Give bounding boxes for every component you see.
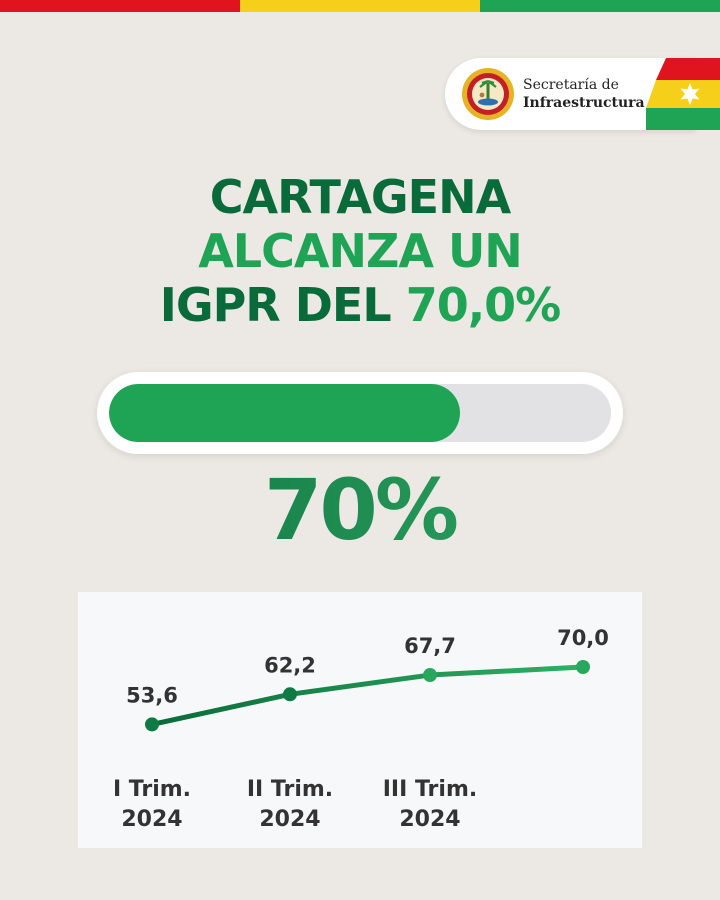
data-point <box>423 668 437 683</box>
data-label: 67,7 <box>404 634 456 658</box>
headline-line3-b: 70,0% <box>405 278 562 332</box>
data-point <box>283 687 297 702</box>
data-label: 53,6 <box>126 683 178 707</box>
cartagena-flag-icon <box>646 58 720 130</box>
x-tick-label: II Trim. <box>247 777 333 802</box>
progress-bar <box>97 372 623 454</box>
big-percentage: 70% <box>0 462 720 558</box>
data-label: 62,2 <box>264 653 316 677</box>
series-line <box>149 664 586 727</box>
logo-line2: Infraestructura <box>523 95 645 111</box>
city-seal-icon <box>462 68 514 120</box>
progress-fill <box>109 384 461 442</box>
x-tick-label: 2024 <box>399 807 460 832</box>
logo-text: Secretaría de Infraestructura <box>523 76 645 112</box>
stripe-green <box>480 0 720 12</box>
x-tick-label: 2024 <box>259 807 320 832</box>
data-point <box>145 717 159 732</box>
flag-color-stripe <box>0 0 720 12</box>
chart-card: 53,6 62,2 67,7 70,0 I Trim. 2024 II Trim. 2024 I… <box>78 592 642 848</box>
headline: CARTAGENA ALCANZA UN IGPR DEL 70,0% <box>0 170 720 332</box>
x-tick-label: 2024 <box>121 807 182 832</box>
progress-track <box>109 384 611 442</box>
headline-line1: CARTAGENA <box>209 170 511 224</box>
data-label: 70,0 <box>557 626 609 650</box>
headline-line3: IGPR DEL 70,0% <box>0 278 720 332</box>
headline-line3-a: IGPR DEL <box>159 278 406 332</box>
stripe-yellow <box>240 0 480 12</box>
stripe-red <box>0 0 240 12</box>
igpr-line-chart: 53,6 62,2 67,7 70,0 I Trim. 2024 II Trim. 2024 I… <box>113 626 609 832</box>
x-tick-label: III Trim. <box>383 777 477 802</box>
logo-line1: Secretaría de <box>523 77 619 93</box>
data-point <box>576 660 590 674</box>
x-tick-label: I Trim. <box>113 777 191 802</box>
headline-line2: ALCANZA UN <box>198 224 523 278</box>
